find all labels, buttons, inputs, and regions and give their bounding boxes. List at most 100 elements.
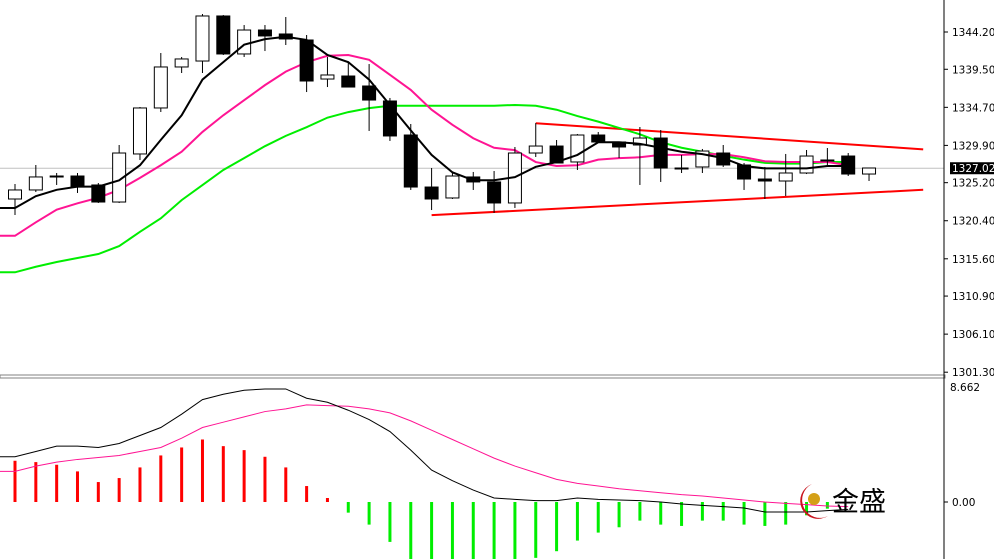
- candle: [799, 149, 814, 175]
- macd-histogram-bar: [430, 502, 434, 559]
- candle: [362, 64, 377, 131]
- candle: [91, 182, 106, 203]
- macd-histogram-bar: [263, 456, 267, 502]
- candle: [862, 167, 877, 182]
- candle: [216, 15, 231, 55]
- candle: [341, 61, 356, 88]
- candle-body-bullish: [195, 15, 210, 62]
- candle-body-bullish: [820, 159, 835, 162]
- macd-histogram-bar: [700, 502, 704, 521]
- macd-panel: [0, 388, 849, 559]
- macd-histogram-bar: [55, 464, 59, 502]
- candle-body-bullish: [112, 152, 127, 203]
- macd-histogram-bar: [471, 502, 475, 559]
- candle-body-bullish: [153, 66, 168, 109]
- y-tick-label: 1325.20: [952, 178, 994, 190]
- candle-body-bullish: [320, 74, 335, 80]
- candle-body-bearish: [403, 134, 418, 188]
- candle-body-bullish: [237, 29, 252, 55]
- candle-body-bullish: [778, 172, 793, 182]
- candle-body-bullish: [49, 175, 64, 178]
- candle: [8, 184, 22, 216]
- macd-histogram-bar: [284, 467, 288, 502]
- macd-tick-label: 8.662: [950, 382, 980, 394]
- macd-histogram-bar: [409, 502, 413, 559]
- candle-body-bullish: [799, 155, 814, 174]
- macd-histogram-bar: [555, 502, 559, 552]
- candle: [757, 166, 772, 200]
- macd-histogram-bar: [534, 502, 538, 558]
- candle: [653, 130, 668, 182]
- macd-histogram-bar: [159, 455, 163, 502]
- candle: [28, 164, 43, 193]
- candle: [716, 145, 731, 167]
- panel-separator: [0, 374, 946, 379]
- macd-histogram-bar: [513, 502, 517, 559]
- candle: [695, 148, 710, 173]
- candle: [278, 17, 293, 46]
- macd-histogram-bar: [450, 502, 454, 559]
- trendline: [535, 122, 924, 151]
- y-tick-label: 1329.90: [952, 140, 994, 152]
- candle: [132, 107, 147, 160]
- candle: [528, 123, 543, 157]
- macd-histogram-bar: [34, 462, 38, 502]
- current-price-label: 1327.02: [952, 163, 994, 175]
- candle: [237, 25, 252, 57]
- candle: [403, 123, 418, 190]
- macd-histogram-bar: [200, 439, 204, 502]
- macd-tick-label: 0.00: [952, 497, 975, 509]
- candle: [70, 172, 85, 193]
- macd-histogram-bar: [763, 502, 767, 526]
- macd-histogram-bar: [721, 502, 725, 521]
- macd-histogram-bar: [596, 502, 600, 533]
- candle-body-bullish: [174, 58, 189, 68]
- macd-histogram-bar: [75, 471, 79, 502]
- candle-body-bearish: [487, 181, 502, 204]
- candle-body-bearish: [216, 15, 231, 55]
- candle: [299, 35, 314, 93]
- candle-body-bullish: [445, 175, 460, 199]
- jinsheng-logo-icon: [800, 484, 828, 519]
- candle: [195, 13, 210, 73]
- candle-body-bullish: [632, 137, 647, 146]
- candle-body-bullish: [528, 145, 543, 154]
- candle-body-bullish: [570, 134, 585, 163]
- macd-main-line: [0, 388, 849, 513]
- macd-histogram-bar: [242, 450, 246, 502]
- candle-body-bearish: [70, 175, 85, 188]
- candle-body-bullish: [132, 107, 147, 155]
- macd-histogram-bar: [825, 502, 829, 509]
- macd-signal-line: [0, 404, 849, 508]
- candle-body-bullish: [8, 189, 22, 200]
- macd-histogram-bar: [346, 502, 350, 513]
- candle-body-bearish: [591, 134, 606, 143]
- candle-body-bullish: [862, 167, 877, 175]
- candle-body-bullish: [28, 176, 43, 191]
- macd-histogram-bar: [638, 502, 642, 521]
- macd-histogram-bar: [805, 502, 809, 516]
- candle: [174, 56, 189, 73]
- candle: [257, 25, 272, 52]
- y-tick-label: 1320.40: [952, 216, 994, 228]
- watermark-text: 金盛: [832, 487, 886, 518]
- trendline: [431, 188, 924, 217]
- candle-body-bearish: [653, 137, 668, 169]
- macd-histogram-bar: [138, 467, 142, 502]
- candle-body-bearish: [299, 39, 314, 82]
- macd-histogram-bar: [742, 502, 746, 525]
- ma-slow-line: [0, 103, 849, 274]
- macd-histogram-bar: [388, 502, 392, 542]
- macd-histogram-bar: [617, 502, 621, 528]
- ma-fast-line: [0, 35, 849, 210]
- macd-histogram-bar: [367, 502, 371, 525]
- candle: [674, 154, 689, 173]
- candle: [153, 53, 168, 113]
- candle: [320, 56, 335, 88]
- candle: [112, 145, 127, 203]
- candle: [612, 141, 627, 159]
- y-tick-label: 1306.10: [952, 329, 994, 341]
- candle: [820, 148, 835, 165]
